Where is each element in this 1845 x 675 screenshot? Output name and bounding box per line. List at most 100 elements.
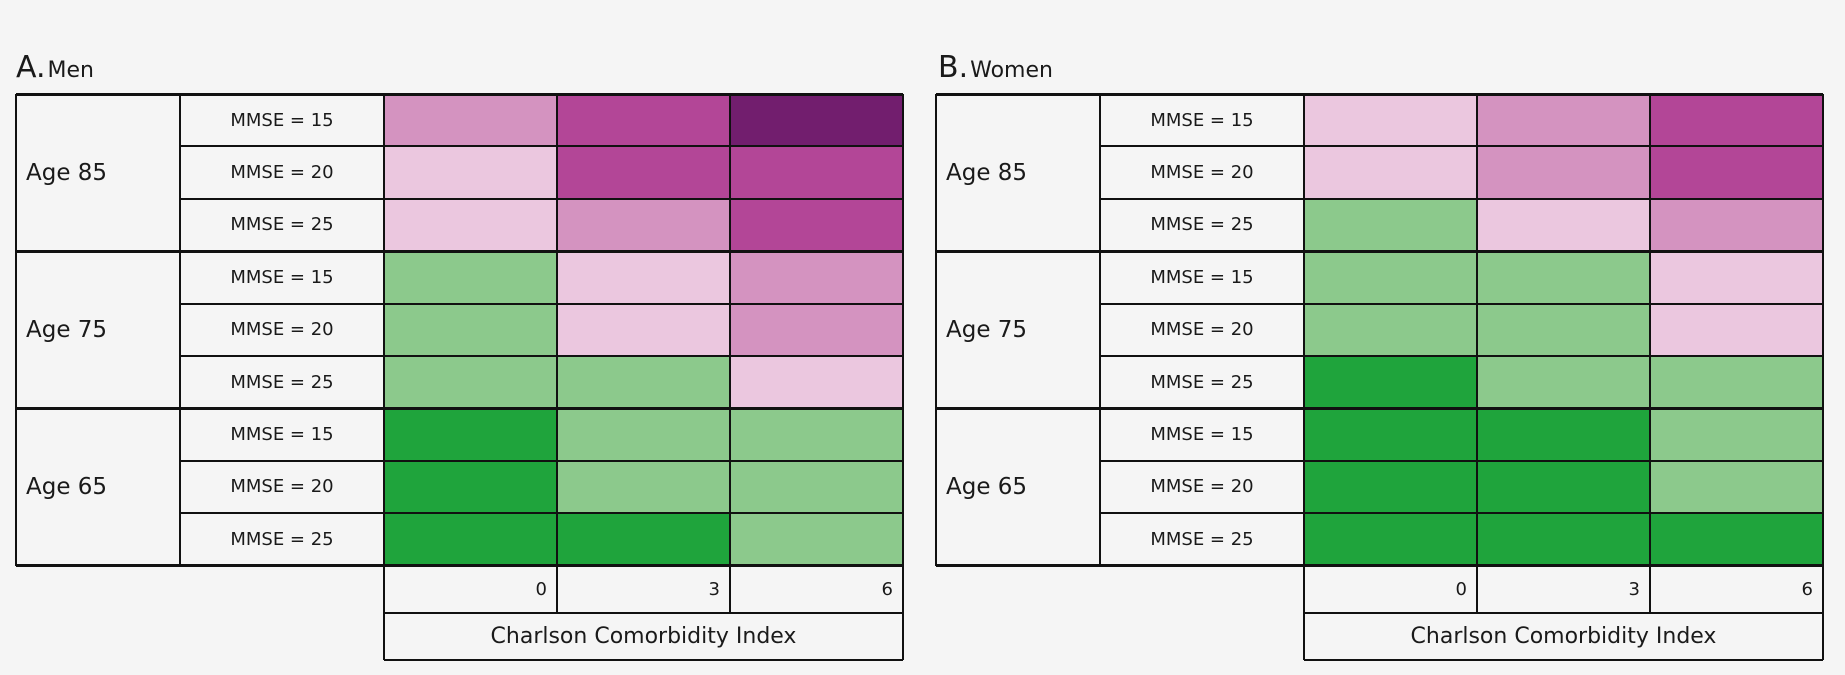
heatmap-cell <box>1304 408 1477 461</box>
grid-line <box>180 355 903 357</box>
x-tick-label: 0 <box>535 578 547 600</box>
grid-line <box>902 612 904 660</box>
grid-line <box>1822 565 1824 613</box>
grid-line <box>383 612 385 660</box>
heatmap-cell <box>557 198 730 252</box>
grid-line <box>16 92 903 96</box>
grid-line <box>1303 94 1305 566</box>
x-tick-label: 6 <box>881 578 893 600</box>
grid-line <box>384 658 903 661</box>
age-group-label: Age 65 <box>946 473 1028 500</box>
heatmap-cell <box>557 356 730 409</box>
heatmap-cell <box>1304 356 1477 409</box>
grid-line <box>1822 612 1824 660</box>
heatmap-cell <box>384 408 557 461</box>
heatmap-cell <box>1650 94 1823 147</box>
panel-men: A.Men Age 85 Age 75 Age 65 MMSE = 15 MMSE = … <box>0 0 904 675</box>
grid-line <box>1822 94 1824 566</box>
mmse-row-label: MMSE = 15 <box>230 109 334 131</box>
panel-title: B.Women <box>938 50 1053 85</box>
mmse-row-label: MMSE = 25 <box>1150 528 1254 550</box>
mmse-row-label: MMSE = 20 <box>1150 162 1254 184</box>
mmse-row-label: MMSE = 20 <box>230 162 334 184</box>
grid-line <box>179 94 181 566</box>
heatmap-cell <box>730 94 903 147</box>
heatmap-cell <box>1477 303 1650 356</box>
mmse-row-label: MMSE = 20 <box>1150 476 1254 498</box>
heatmap-cell <box>1477 146 1650 199</box>
grid-line <box>16 564 903 568</box>
heatmap-cell <box>1477 408 1650 461</box>
heatmap-cell <box>384 460 557 514</box>
mmse-row-label: MMSE = 15 <box>230 266 334 288</box>
mmse-row-label: MMSE = 15 <box>230 424 334 446</box>
grid-line <box>180 145 903 148</box>
panel-name: Men <box>47 58 94 83</box>
x-tick-label: 3 <box>708 578 720 600</box>
mmse-row-label: MMSE = 25 <box>230 214 334 236</box>
grid-line <box>902 565 904 613</box>
heatmap-cell <box>1304 303 1477 356</box>
heatmap-cell <box>730 513 903 566</box>
panel-name: Women <box>970 58 1053 83</box>
panel-title: A.Men <box>16 50 94 85</box>
heatmap-cell <box>1304 513 1477 566</box>
mmse-row-label: MMSE = 25 <box>1150 371 1254 393</box>
heatmap-cell <box>1304 251 1477 304</box>
grid-line <box>936 564 1823 568</box>
age-group-label: Age 75 <box>946 316 1028 343</box>
grid-line <box>935 94 937 566</box>
grid-line <box>1649 94 1651 566</box>
age-group-label: Age 85 <box>26 159 108 186</box>
x-tick-label: 6 <box>1801 578 1813 600</box>
heatmap-cell <box>730 198 903 252</box>
heatmap-cell <box>557 513 730 566</box>
grid-line <box>1100 197 1823 200</box>
x-axis-title: Charlson Comorbidity Index <box>1410 623 1717 649</box>
heatmap-cell <box>1650 460 1823 514</box>
heatmap-cell <box>730 251 903 304</box>
heatmap-cell <box>1650 198 1823 252</box>
heatmap-cell <box>384 513 557 566</box>
grid-line <box>1649 565 1651 613</box>
grid-line <box>180 197 903 200</box>
mmse-row-label: MMSE = 15 <box>1150 266 1254 288</box>
heatmap-cell <box>730 146 903 199</box>
heatmap-cell <box>730 303 903 356</box>
heatmap-cell <box>1304 146 1477 199</box>
grid-line <box>16 406 903 410</box>
mmse-row-label: MMSE = 25 <box>230 528 334 550</box>
panel-women: B.Women Age 85 Age 75 Age 65 MMSE = 15 MMSE … <box>920 0 1824 675</box>
age-group-label: Age 65 <box>26 473 108 500</box>
x-tick-label: 0 <box>1455 578 1467 600</box>
heatmap-cell <box>1650 303 1823 356</box>
age-group-label: Age 75 <box>26 316 108 343</box>
grid-line <box>1304 611 1823 614</box>
heatmap-cell <box>384 356 557 409</box>
grid-line <box>729 94 731 566</box>
heatmap-cell <box>730 408 903 461</box>
heatmap-cell <box>1304 460 1477 514</box>
grid-line <box>902 94 904 566</box>
mmse-row-label: MMSE = 20 <box>1150 319 1254 341</box>
grid-line <box>180 459 903 462</box>
heatmap-cell <box>1650 356 1823 409</box>
heatmap-cell <box>384 303 557 356</box>
heatmap-cell <box>384 251 557 304</box>
x-tick-label: 3 <box>1628 578 1640 600</box>
panel-letter: B. <box>938 50 969 85</box>
grid-line <box>1303 612 1305 660</box>
grid-line <box>180 512 903 515</box>
heatmap-cell <box>384 146 557 199</box>
heatmap-cell <box>557 94 730 147</box>
grid-line <box>1100 302 1823 305</box>
heatmap-cell <box>384 198 557 252</box>
heatmap-cell <box>557 408 730 461</box>
heatmap-cell <box>1477 94 1650 147</box>
grid-line <box>1100 459 1823 462</box>
heatmap-cell <box>1650 146 1823 199</box>
grid-line <box>384 611 903 614</box>
heatmap-cell <box>557 251 730 304</box>
heatmap-cell <box>1477 356 1650 409</box>
grid-line <box>1476 94 1478 566</box>
